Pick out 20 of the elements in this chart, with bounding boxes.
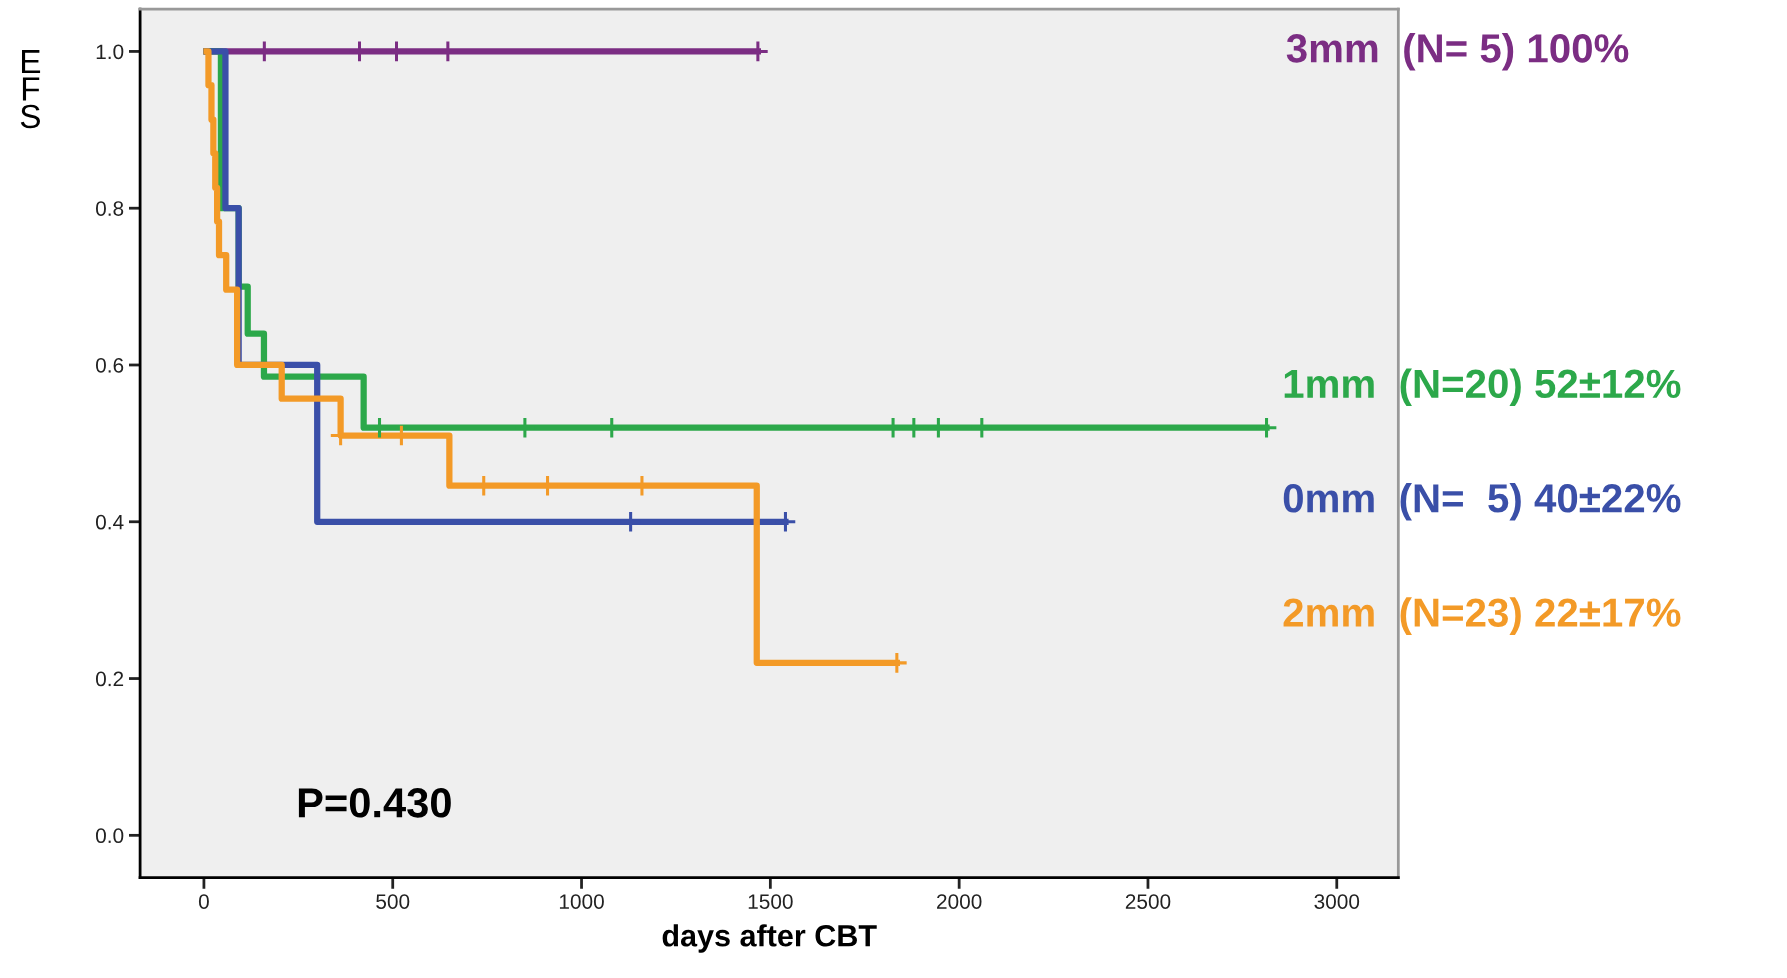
text: 0mm (N= 5) 40±22%: [1283, 482, 1681, 521]
x-tick-label: 3000: [1314, 894, 1360, 909]
x-tick-label: 0: [198, 894, 209, 909]
y-axis-title: EFS: [20, 50, 41, 129]
text: 2mm (N=23) 22±17%: [1283, 597, 1681, 635]
x-tick-label: 1500: [748, 894, 793, 909]
x-tick-label: 1000: [559, 894, 604, 909]
series-label: 1mm (N=20) 52±12%: [1284, 368, 1681, 407]
y-tick-label: 0.6: [95, 357, 124, 373]
y-tick-label: 0.0: [95, 828, 124, 844]
y-tick-label: 1.0: [96, 44, 124, 60]
x-tick-label: 2500: [1125, 894, 1171, 909]
x-tick-label: 500: [376, 894, 410, 909]
y-tick-label: 0.8: [95, 201, 124, 216]
y-tick-label: 0.2: [95, 671, 124, 687]
x-axis-title: days after CBT: [662, 924, 877, 953]
annotation: P=0.430: [298, 788, 451, 818]
text: 3mm (N= 5) 100%: [1286, 33, 1629, 71]
y-tick-label: 0.4: [95, 514, 124, 530]
x-tick-label: 2000: [937, 894, 982, 909]
